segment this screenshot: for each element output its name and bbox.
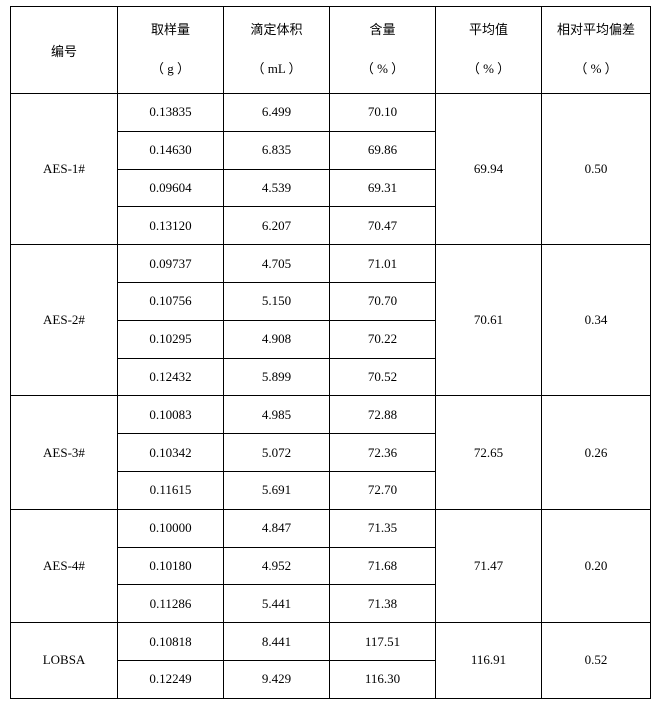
volume-cell: 4.985 bbox=[223, 395, 330, 435]
mass-cell: 0.10000 bbox=[117, 508, 224, 548]
table-row: AES-2# 0.09737 4.705 71.01 70.61 0.34 bbox=[10, 244, 651, 397]
average-cell: 116.91 bbox=[435, 622, 542, 699]
mass-cell: 0.10180 bbox=[117, 546, 224, 586]
header-label: 含量 bbox=[369, 23, 396, 38]
rel-dev-cell: 0.52 bbox=[541, 622, 651, 699]
header-label: 编号 bbox=[50, 44, 77, 60]
table-row: 0.13120 6.207 70.47 bbox=[11, 206, 651, 246]
mass-cell: 0.10756 bbox=[117, 281, 224, 321]
content-cell: 72.36 bbox=[329, 433, 436, 472]
average-cell: 69.94 bbox=[435, 92, 542, 246]
mass-cell: 0.11615 bbox=[117, 470, 224, 510]
volume-cell: 4.705 bbox=[223, 244, 330, 283]
rel-dev-cell: 0.20 bbox=[541, 508, 651, 624]
content-cell: 116.30 bbox=[329, 659, 436, 699]
volume-cell: 5.072 bbox=[223, 433, 330, 472]
volume-cell: 5.441 bbox=[223, 584, 330, 624]
content-cell: 70.10 bbox=[329, 93, 436, 132]
average-cell: 70.61 bbox=[435, 244, 542, 397]
header-id: 编号 bbox=[10, 6, 118, 94]
rel-dev-cell: 0.50 bbox=[541, 92, 651, 246]
header-average: 平均值 （ % ） bbox=[435, 6, 542, 94]
content-cell: 71.38 bbox=[329, 584, 436, 624]
content-cell: 70.70 bbox=[329, 281, 436, 321]
volume-cell: 6.835 bbox=[223, 130, 330, 170]
mass-cell: 0.14630 bbox=[117, 130, 224, 170]
header-label: 滴定体积 bbox=[250, 23, 303, 38]
volume-cell: 4.847 bbox=[223, 508, 330, 548]
sample-id-cell: AES-3# bbox=[10, 395, 118, 510]
rel-dev-cell: 0.26 bbox=[541, 395, 651, 510]
mass-cell: 0.11286 bbox=[117, 584, 224, 624]
table-row: 0.10756 5.150 70.70 bbox=[11, 281, 651, 321]
mass-cell: 0.12249 bbox=[117, 659, 224, 699]
sample-id-cell: AES-2# bbox=[10, 244, 118, 397]
volume-cell: 5.150 bbox=[223, 281, 330, 321]
header-unit: （ % ） bbox=[466, 61, 511, 76]
header-content: 含量 （ % ） bbox=[329, 6, 436, 94]
table-row: 0.14630 6.835 69.86 bbox=[11, 130, 651, 170]
table-row: 0.11615 5.691 72.70 bbox=[11, 470, 651, 510]
sample-id-cell: AES-1# bbox=[10, 92, 118, 246]
content-cell: 70.22 bbox=[329, 319, 436, 359]
results-table: 编号 取样量（ g ） 滴定体积（ mL ） 含量（ % ） 平均值（ % ） … bbox=[10, 6, 651, 699]
mass-cell: 0.13835 bbox=[117, 93, 224, 132]
table-row: AES-1# 0.13835 6.499 70.10 69.94 0.50 bbox=[10, 92, 651, 246]
header-label: 平均值 bbox=[468, 23, 508, 38]
rel-dev-cell: 0.34 bbox=[541, 244, 651, 397]
volume-cell: 8.441 bbox=[223, 622, 330, 661]
header-mass: 取样量 （ g ） bbox=[117, 6, 224, 94]
content-cell: 70.47 bbox=[329, 206, 436, 246]
content-cell: 72.88 bbox=[329, 395, 436, 435]
volume-cell: 4.539 bbox=[223, 168, 330, 208]
header-rel-dev: 相对平均偏差 （ % ） bbox=[541, 6, 651, 94]
content-cell: 71.68 bbox=[329, 546, 436, 586]
table-row: LOBSA 0.10818 8.441 117.51 116.91 0.52 bbox=[10, 622, 651, 699]
mass-cell: 0.10295 bbox=[117, 319, 224, 359]
header-label: 取样量 bbox=[150, 23, 190, 38]
table-row: 0.10342 5.072 72.36 bbox=[11, 433, 651, 472]
volume-cell: 6.499 bbox=[223, 93, 330, 132]
table-row: 0.11286 5.441 71.38 bbox=[11, 584, 651, 624]
mass-cell: 0.10083 bbox=[117, 395, 224, 435]
content-cell: 72.70 bbox=[329, 470, 436, 510]
mass-cell: 0.13120 bbox=[117, 206, 224, 246]
volume-cell: 9.429 bbox=[223, 659, 330, 699]
table-row: 0.12432 5.899 70.52 bbox=[11, 357, 651, 397]
volume-cell: 6.207 bbox=[223, 206, 330, 246]
table-body: AES-1# 0.13835 6.499 70.10 69.94 0.50 0.14630 6… bbox=[10, 92, 651, 699]
table-row: 0.12249 9.429 116.30 bbox=[11, 659, 651, 699]
content-cell: 71.01 bbox=[329, 244, 436, 283]
average-cell: 71.47 bbox=[435, 508, 542, 624]
average-cell: 72.65 bbox=[435, 395, 542, 510]
mass-cell: 0.10342 bbox=[117, 433, 224, 472]
content-cell: 69.86 bbox=[329, 130, 436, 170]
header-unit: （ % ） bbox=[574, 61, 618, 76]
mass-cell: 0.09737 bbox=[117, 244, 224, 283]
volume-cell: 4.952 bbox=[223, 546, 330, 586]
volume-cell: 4.908 bbox=[223, 319, 330, 359]
mass-cell: 0.10818 bbox=[117, 622, 224, 661]
content-cell: 71.35 bbox=[329, 508, 436, 548]
header-row: 编号 取样量（ g ） 滴定体积（ mL ） 含量（ % ） 平均值（ % ） … bbox=[10, 6, 651, 94]
sample-id-cell: AES-4# bbox=[10, 508, 118, 624]
header-label: 相对平均偏差 bbox=[556, 23, 635, 38]
mass-cell: 0.09604 bbox=[117, 168, 224, 208]
header-unit: （ g ） bbox=[150, 61, 190, 76]
table-row: AES-3# 0.10083 4.985 72.88 72.65 0.26 bbox=[10, 395, 651, 510]
header-unit: （ % ） bbox=[360, 61, 405, 76]
header-unit: （ mL ） bbox=[251, 61, 302, 76]
sample-id-cell: LOBSA bbox=[10, 622, 118, 699]
content-cell: 70.52 bbox=[329, 357, 436, 397]
table-row: 0.10180 4.952 71.68 bbox=[11, 546, 651, 586]
table-row: AES-4# 0.10000 4.847 71.35 71.47 0.20 bbox=[10, 508, 651, 624]
table-row: 0.10295 4.908 70.22 bbox=[11, 319, 651, 359]
mass-cell: 0.12432 bbox=[117, 357, 224, 397]
volume-cell: 5.691 bbox=[223, 470, 330, 510]
header-volume: 滴定体积 （ mL ） bbox=[223, 6, 330, 94]
volume-cell: 5.899 bbox=[223, 357, 330, 397]
content-cell: 117.51 bbox=[329, 622, 436, 661]
content-cell: 69.31 bbox=[329, 168, 436, 208]
table-row: 0.09604 4.539 69.31 bbox=[11, 168, 651, 208]
